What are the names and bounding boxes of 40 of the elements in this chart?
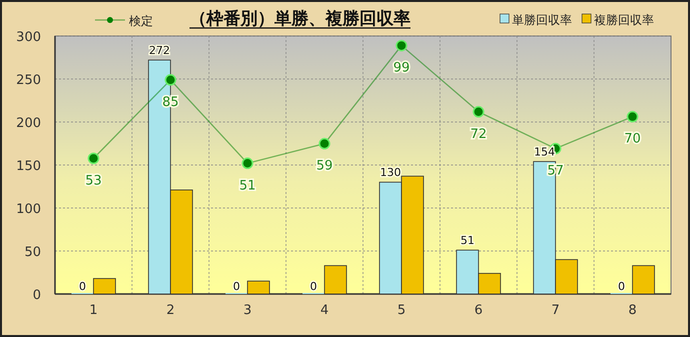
point xyxy=(88,152,100,164)
data-label: 70 xyxy=(624,132,641,147)
y-tick-label: 200 xyxy=(16,116,41,131)
legend-label: 検定 xyxy=(129,14,153,28)
point xyxy=(472,106,484,118)
x-tick-label: 8 xyxy=(628,303,637,318)
data-label: 99 xyxy=(393,60,410,76)
data-label: 72 xyxy=(470,126,487,142)
x-tick-label: 2 xyxy=(166,303,175,318)
point xyxy=(164,74,176,86)
data-label: 53 xyxy=(85,173,102,188)
data-label: 0 xyxy=(79,280,86,293)
data-label: 51 xyxy=(239,178,256,194)
x-tick-label: 5 xyxy=(397,303,406,318)
data-label: 59 xyxy=(316,158,333,174)
data-label: 0 xyxy=(233,280,240,293)
data-label: 272 xyxy=(149,44,170,58)
y-tick-label: 50 xyxy=(24,245,41,260)
data-label: 154 xyxy=(534,146,555,159)
y-tick-label: 150 xyxy=(16,159,41,174)
point xyxy=(318,138,330,150)
y-tick-label: 300 xyxy=(16,30,41,45)
x-tick-label: 3 xyxy=(243,303,252,318)
data-label: 0 xyxy=(618,280,625,293)
point xyxy=(396,40,408,52)
y-tick-label: 100 xyxy=(16,202,41,217)
y-tick-label: 250 xyxy=(16,73,41,88)
chart-title: （枠番別）単勝、複勝回収率 xyxy=(190,9,410,29)
legend-label: 単勝回収率 xyxy=(512,13,572,27)
legend-label: 複勝回収率 xyxy=(594,13,654,27)
x-tick-label: 7 xyxy=(551,303,560,318)
data-label: 130 xyxy=(380,166,401,180)
x-tick-label: 4 xyxy=(320,303,329,318)
data-label: 51 xyxy=(460,234,474,248)
x-tick-label: 1 xyxy=(89,303,98,318)
point xyxy=(626,110,638,122)
y-tick-label: 0 xyxy=(32,288,41,303)
point xyxy=(242,158,254,170)
x-tick-label: 6 xyxy=(474,303,483,318)
data-label: 0 xyxy=(310,280,317,293)
